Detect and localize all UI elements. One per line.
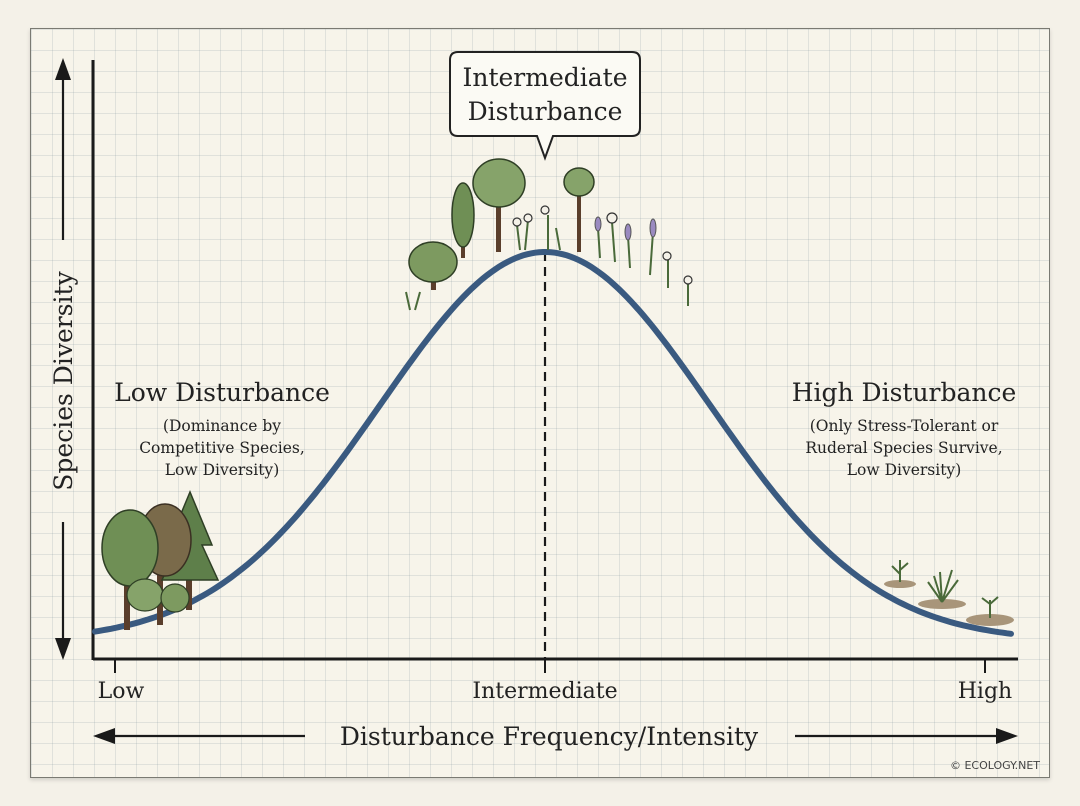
diversity-curve (92, 249, 1014, 637)
high-desc-line3: Low Diversity) (847, 461, 962, 479)
high-disturbance-annotation: High Disturbance (Only Stress-Tolerant o… (792, 378, 1017, 479)
high-desc-line2: Ruderal Species Survive, (805, 439, 1002, 457)
low-desc-line2: Competitive Species, (139, 439, 305, 457)
graph-paper-background (30, 28, 1050, 778)
low-desc-line3: Low Diversity) (165, 461, 280, 479)
arrow-left-icon (93, 728, 115, 744)
high-title: High Disturbance (792, 378, 1017, 407)
low-disturbance-annotation: Low Disturbance (Dominance by Competitiv… (114, 378, 330, 479)
low-title: Low Disturbance (114, 378, 330, 407)
diverse-plants-illustration-icon (405, 158, 693, 311)
axes (91, 60, 1018, 673)
arrow-down-icon (55, 638, 71, 660)
arrow-up-icon (55, 58, 71, 80)
x-tick-label-intermediate: Intermediate (472, 679, 617, 704)
arrow-right-icon (996, 728, 1018, 744)
x-axis-label: Disturbance Frequency/Intensity (340, 722, 759, 751)
x-tick-label-high: High (958, 679, 1012, 704)
y-axis-label: Species Diversity (49, 270, 78, 490)
high-desc-line1: (Only Stress-Tolerant or (810, 417, 999, 435)
x-axis-double-arrow (93, 728, 1018, 744)
x-tick-label-low: Low (98, 679, 145, 704)
callout-line1: Intermediate (462, 63, 627, 92)
credit-label: © ECOLOGY.NET (950, 759, 1040, 772)
y-axis-double-arrow (55, 58, 71, 660)
forest-illustration-icon (101, 490, 220, 630)
sparse-plants-illustration-icon (884, 560, 1014, 626)
callout-line2: Disturbance (468, 97, 623, 126)
low-desc-line1: (Dominance by (163, 417, 281, 435)
callout-bubble: Intermediate Disturbance (449, 51, 641, 161)
